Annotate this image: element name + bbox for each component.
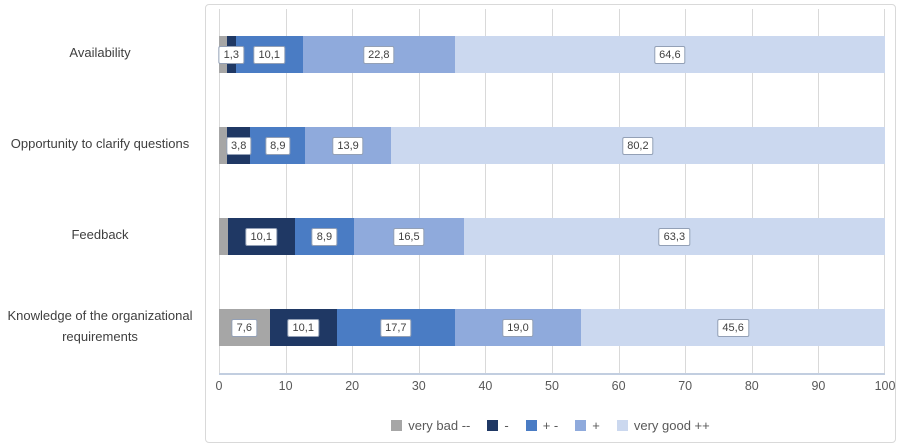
gridline-20 [352,9,354,373]
value-label: 8,9 [265,136,291,155]
value-label: 63,3 [658,227,691,246]
stacked-bar: 1,3 10,1 22,8 64,6 [218,36,885,73]
gridline-80 [751,9,753,373]
bar-segment [219,218,228,255]
legend-swatch-icon [525,420,537,431]
legend-label: very bad -- [408,418,471,433]
bar-segment: 45,6 [581,309,885,346]
legend-item: - [487,418,509,433]
value-label: 10,1 [245,227,277,246]
stacked-bar: 7,6 10,1 17,7 19,0 45,6 [219,309,885,346]
legend-item: very bad -- [391,418,470,433]
x-tick-label: 80 [744,379,759,393]
value-label: 3,8 [226,136,252,155]
bar-segment: 19,0 [454,309,582,346]
stacked-bar: 3,8 8,9 13,9 80,2 [219,127,885,164]
value-label: 22,8 [363,45,395,64]
bar-segment: 63,3 [463,218,885,255]
value-label: 13,9 [332,136,364,155]
bar-row: 10,1 8,9 16,5 63,3 [219,191,885,282]
bar-row: 1,3 10,1 22,8 64,6 [218,9,885,100]
bar-row: 7,6 10,1 17,7 19,0 45,6 [219,282,885,373]
x-tick-label: 100 [874,379,896,393]
value-label: 1,3 [218,45,244,64]
x-tick-label: 60 [611,379,626,393]
value-label: 64,6 [654,45,686,64]
bar-segment: 1,3 [218,36,244,73]
legend-swatch-icon [487,420,499,431]
legend: very bad -- - + - + very good ++ [206,418,895,433]
gridline-100 [884,9,885,373]
bar-segment [219,127,227,164]
value-label: 7,6 [231,318,257,337]
legend-item: very good ++ [616,418,710,433]
x-tick-label: 70 [678,379,693,393]
x-tick-label: 40 [478,379,493,393]
x-tick-label: 90 [811,379,826,393]
value-label: 16,5 [393,227,425,246]
bar-segment: 10,1 [269,309,337,346]
value-label: 17,7 [380,318,412,337]
x-axis: 0 10 20 30 40 50 60 70 80 90 100 [215,379,896,399]
legend-swatch-icon [616,420,628,431]
chart-panel: 1,3 10,1 22,8 64,6 3,8 8,9 13,9 80,2 10,1 8,9 16,5… [205,4,896,443]
bar-segment: 10,1 [227,218,295,255]
legend-label: + - [542,418,559,433]
legend-item: + - [525,418,559,433]
x-tick-label: 30 [411,379,426,393]
category-label: Knowledge of the organizational requirem… [7,308,193,344]
bar-segment: 8,9 [250,127,306,164]
x-tick-label: 10 [278,379,293,393]
gridline-60 [618,9,620,373]
bar-segment: 7,6 [219,309,270,346]
bar-segment: 3,8 [226,127,252,164]
gridline-70 [685,9,687,373]
gridline-10 [285,9,287,373]
gridline-30 [418,9,420,373]
gridline-40 [485,9,487,373]
legend-swatch-icon [575,420,587,431]
bar-segment: 64,6 [454,36,885,73]
gridline-50 [552,9,553,373]
bar-segment: 8,9 [294,218,355,255]
value-label: 10,1 [253,45,285,64]
x-tick-label: 20 [345,379,360,393]
category-label: Availability [69,45,131,61]
gridline-90 [818,9,820,373]
gridline-0 [219,9,220,373]
bar-row: 3,8 8,9 13,9 80,2 [219,100,885,191]
value-label: 19,0 [502,318,534,337]
x-tick-label: 50 [545,379,559,393]
legend-item: + [575,418,600,433]
bar-segment: 22,8 [302,36,455,73]
value-label: 45,6 [717,318,749,337]
legend-swatch-icon [391,420,403,431]
bar-segment: 13,9 [305,127,391,164]
value-label: 10,1 [287,318,319,337]
category-label: Opportunity to clarify questions [10,136,190,152]
x-tick-label: 0 [215,379,223,393]
stacked-bar: 10,1 8,9 16,5 63,3 [219,218,885,255]
bar-segment: 16,5 [354,218,464,255]
legend-label: + [592,418,600,433]
bar-segment: 17,7 [336,309,455,346]
legend-label: - [504,418,509,433]
bar-segment: 10,1 [235,36,303,73]
bar-segment: 80,2 [390,127,885,164]
value-label: 80,2 [622,136,654,155]
value-label: 8,9 [311,227,338,246]
category-label: Feedback [71,227,129,243]
plot-area: 1,3 10,1 22,8 64,6 3,8 8,9 13,9 80,2 10,1 8,9 16,5… [218,9,885,375]
category-axis: Availability Opportunity to clarify quest… [0,8,200,372]
legend-label: very good ++ [633,418,710,433]
